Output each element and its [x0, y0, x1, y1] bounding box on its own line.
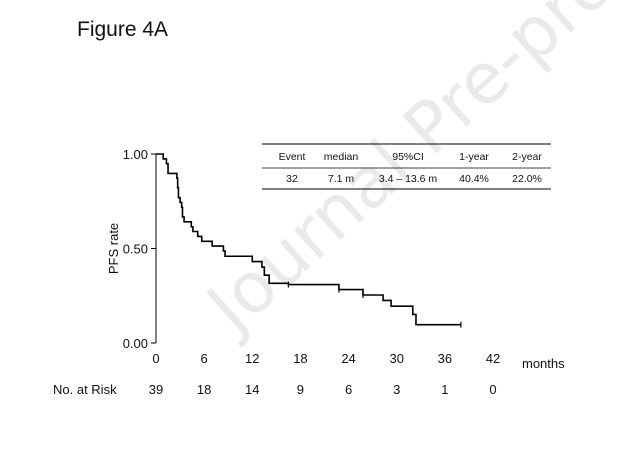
x-tick-label: 42	[486, 351, 500, 366]
x-axis-label: months	[522, 356, 565, 371]
risk-table-label: No. at Risk	[53, 382, 117, 397]
table-header-cell: median	[324, 151, 359, 163]
y-tick-label: 1.00	[123, 147, 148, 162]
table-header-cell: 2-year	[512, 151, 542, 163]
x-tick-label: 0	[152, 351, 159, 366]
x-tick-label: 36	[438, 351, 452, 366]
risk-count: 14	[245, 382, 259, 397]
table-header-cell: 1-year	[459, 151, 489, 163]
risk-count: 9	[297, 382, 304, 397]
x-tick-label: 6	[201, 351, 208, 366]
figure-label: Figure 4A	[77, 18, 169, 41]
risk-count: 6	[345, 382, 352, 397]
table-cell: 3.4 – 13.6 m	[379, 173, 438, 185]
summary-table: Event median 95%CI 1-year 2-year 32 7.1 m 3.4 –…	[262, 143, 551, 190]
x-tick-label: 24	[341, 351, 355, 366]
risk-count: 1	[441, 382, 448, 397]
x-tick-label: 18	[293, 351, 307, 366]
y-tick-label: 0.50	[123, 242, 148, 257]
y-tick-label: 0.00	[123, 336, 148, 351]
table-header-cell: 95%CI	[392, 151, 424, 163]
risk-table: No. at Risk 39 18 14 9 6 3 1 0	[53, 382, 497, 397]
x-tick-label: 30	[389, 351, 403, 366]
axes: 0.00 0.50 1.00 0 6 12 18 24 30 36 42 months PFS rate	[106, 147, 565, 371]
table-cell: 7.1 m	[328, 173, 355, 185]
y-axis-label: PFS rate	[106, 223, 121, 274]
risk-count: 18	[197, 382, 211, 397]
risk-count: 3	[393, 382, 400, 397]
x-tick-label: 12	[245, 351, 259, 366]
table-cell: 40.4%	[459, 173, 489, 185]
survival-curve-layer	[156, 153, 462, 328]
table-header-cell: Event	[279, 151, 306, 163]
risk-count: 39	[149, 382, 163, 397]
risk-count: 0	[489, 382, 496, 397]
table-cell: 22.0%	[512, 173, 542, 185]
table-cell: 32	[286, 173, 298, 185]
